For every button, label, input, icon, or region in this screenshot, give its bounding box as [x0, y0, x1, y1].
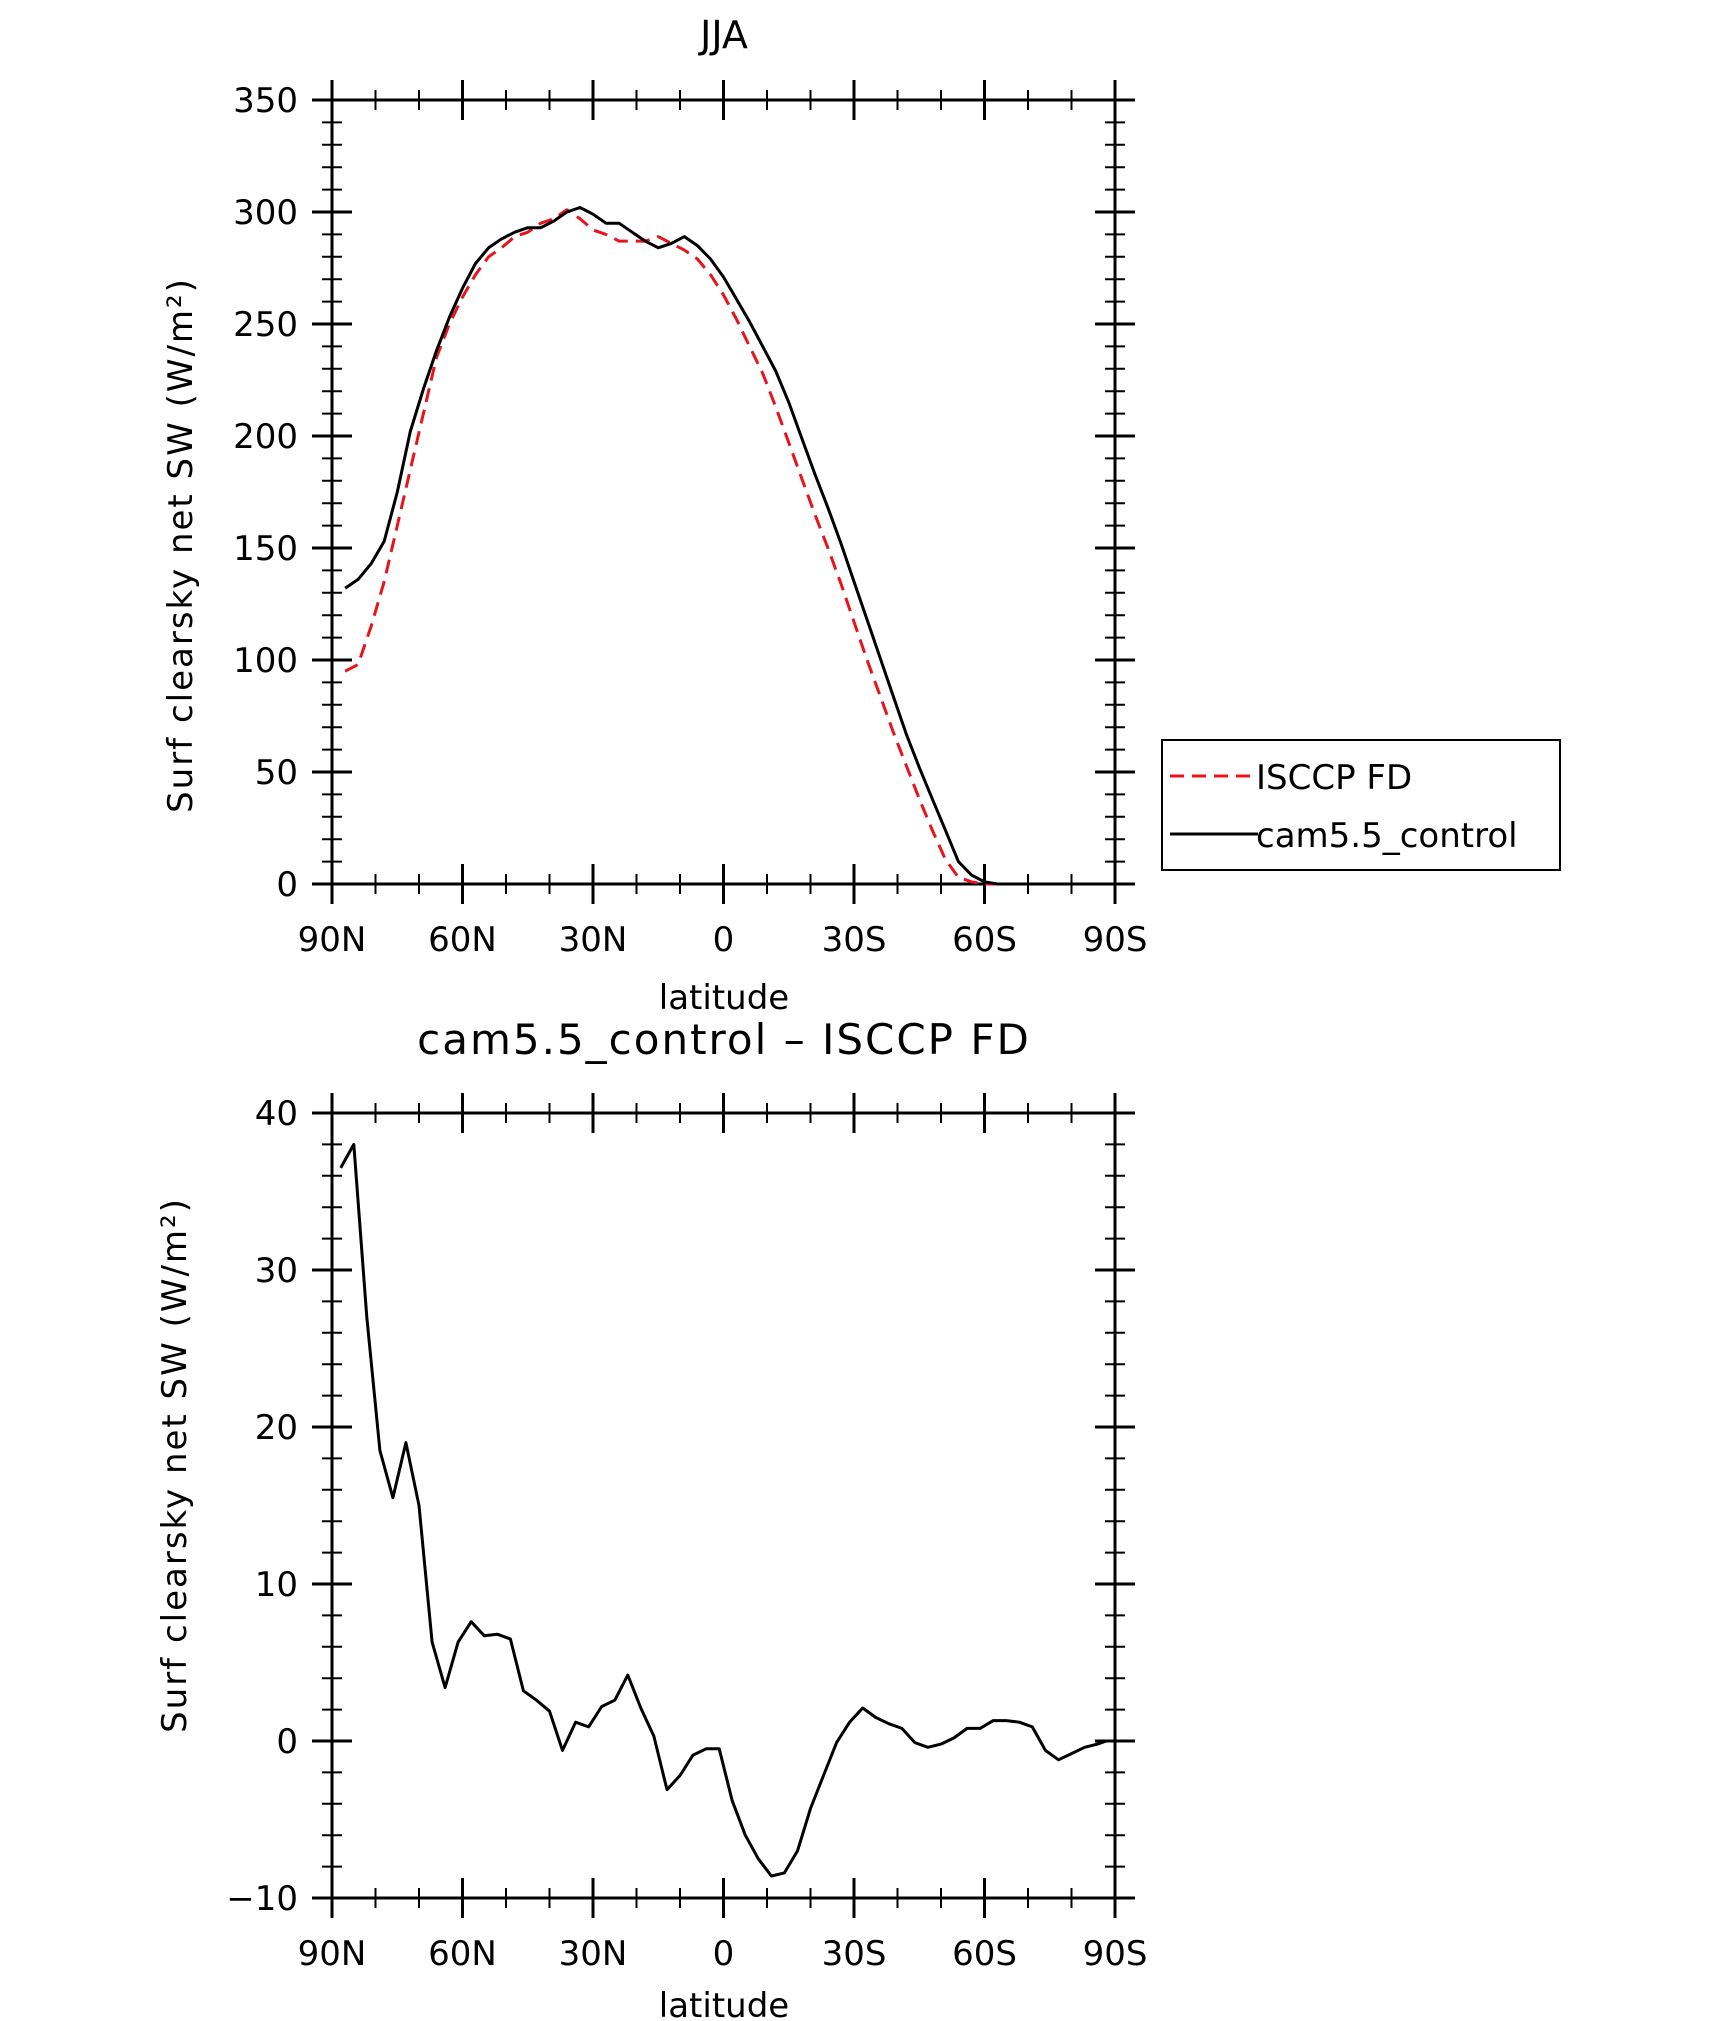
y-tick-label: −10 — [226, 1879, 298, 1919]
plot-frame — [330, 1111, 1117, 1900]
tick-marks — [312, 1093, 1135, 1918]
plot-frame — [330, 98, 1117, 886]
tick-marks — [312, 80, 1135, 904]
top-chart: JJA Surf clearsky net SW (W/m²) latitude… — [161, 13, 1561, 1018]
x-axis-label: latitude — [659, 1986, 789, 2021]
chart-title: cam5.5_control – ISCCP FD — [417, 1015, 1031, 1064]
x-tick-label: 0 — [713, 1934, 735, 1974]
y-tick-label: 20 — [255, 1408, 298, 1448]
y-tick-label: 100 — [233, 641, 298, 681]
series-lines — [339, 1142, 1107, 1878]
y-axis-label: Surf clearsky net SW (W/m²) — [161, 277, 201, 813]
y-tick-labels: −10 0 10 20 30 40 — [226, 1094, 298, 1919]
legend: ISCCP FD cam5.5_control — [1161, 739, 1561, 871]
legend-label-cam55-control: cam5.5_control — [1256, 816, 1518, 856]
x-tick-label: 90N — [298, 1934, 367, 1974]
y-tick-label: 40 — [255, 1094, 298, 1134]
y-tick-label: 200 — [233, 417, 298, 457]
x-tick-label: 90N — [298, 920, 367, 960]
x-tick-label: 60N — [428, 920, 497, 960]
y-axis-label: Surf clearsky net SW (W/m²) — [155, 1197, 195, 1733]
legend-box — [1161, 739, 1561, 871]
x-tick-label: 90S — [1083, 1934, 1148, 1974]
y-tick-label: 0 — [276, 865, 298, 905]
series-line-cam5-5-control — [344, 206, 1102, 886]
x-tick-label: 30S — [822, 1934, 887, 1974]
legend-label-isccp-fd: ISCCP FD — [1256, 758, 1412, 798]
series-lines — [344, 206, 1102, 886]
x-tick-label: 60S — [952, 920, 1017, 960]
series-line-isccp-fd — [344, 208, 1102, 886]
y-tick-label: 250 — [233, 305, 298, 345]
bottom-chart: cam5.5_control – ISCCP FD Surf clearsky … — [155, 1015, 1147, 2021]
x-tick-label: 0 — [713, 920, 735, 960]
x-axis-label: latitude — [659, 978, 789, 1018]
y-tick-label: 50 — [255, 753, 298, 793]
y-tick-label: 300 — [233, 193, 298, 233]
y-tick-label: 350 — [233, 81, 298, 121]
chart-title: JJA — [698, 13, 748, 57]
y-tick-labels: 0 50 100 150 200 250 300 350 — [233, 81, 298, 905]
y-tick-label: 30 — [255, 1251, 298, 1291]
x-tick-label: 30S — [822, 920, 887, 960]
y-tick-label: 150 — [233, 529, 298, 569]
x-tick-label: 30N — [559, 1934, 628, 1974]
series-line-cam5-5-control-isccp-fd — [339, 1142, 1107, 1878]
x-tick-label: 30N — [559, 920, 628, 960]
x-tick-labels: 90N 60N 30N 0 30S 60S 90S — [298, 1934, 1148, 1974]
x-tick-labels: 90N 60N 30N 0 30S 60S 90S — [298, 920, 1148, 960]
y-tick-label: 10 — [255, 1565, 298, 1605]
y-tick-label: 0 — [276, 1722, 298, 1762]
x-tick-label: 90S — [1083, 920, 1148, 960]
x-tick-label: 60N — [428, 1934, 497, 1974]
x-tick-label: 60S — [952, 1934, 1017, 1974]
